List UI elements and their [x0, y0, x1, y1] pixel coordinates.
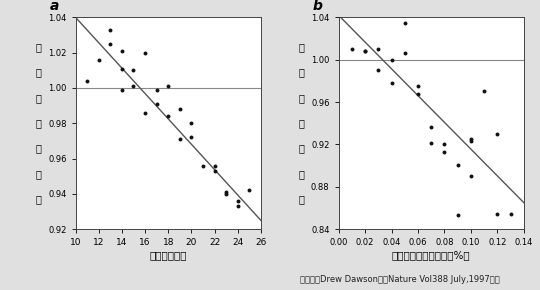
Point	[493, 132, 502, 136]
Point	[493, 212, 502, 217]
Point	[106, 41, 114, 46]
Point	[374, 47, 383, 52]
Point	[361, 49, 369, 54]
Text: マ: マ	[36, 144, 42, 154]
X-axis label: 血中アルコール濃度（%）: 血中アルコール濃度（%）	[392, 250, 470, 260]
Point	[387, 81, 396, 85]
Point	[480, 89, 489, 94]
Point	[414, 91, 422, 96]
Point	[152, 102, 161, 106]
Point	[414, 84, 422, 88]
Point	[387, 57, 396, 62]
Point	[245, 188, 254, 193]
Point	[187, 121, 195, 126]
Point	[187, 135, 195, 140]
Text: マ: マ	[299, 144, 305, 154]
Point	[152, 87, 161, 92]
Point	[106, 28, 114, 32]
Point	[141, 110, 150, 115]
Text: フ: フ	[299, 68, 305, 77]
Text: ン: ン	[299, 169, 305, 179]
Text: ー: ー	[299, 118, 305, 128]
Point	[118, 87, 126, 92]
Point	[176, 137, 184, 142]
Point	[164, 84, 172, 88]
Point	[454, 213, 462, 218]
Point	[440, 150, 449, 154]
Text: パ: パ	[36, 42, 42, 52]
Point	[454, 162, 462, 167]
Point	[427, 141, 436, 146]
Point	[199, 163, 207, 168]
Text: （出典　Drew Dawson　「Nature Vol388 July,1997」）: （出典 Drew Dawson 「Nature Vol388 July,1997…	[300, 275, 500, 284]
Point	[210, 163, 219, 168]
Text: ン: ン	[36, 169, 42, 179]
Point	[440, 142, 449, 147]
Text: フ: フ	[36, 68, 42, 77]
Text: パ: パ	[299, 42, 305, 52]
Point	[427, 125, 436, 130]
Point	[233, 199, 242, 203]
Point	[401, 20, 409, 25]
X-axis label: 連続起床時間: 連続起床時間	[150, 250, 187, 260]
Text: ォ: ォ	[299, 93, 305, 103]
Text: ス: ス	[36, 195, 42, 204]
Point	[374, 68, 383, 73]
Text: ー: ー	[36, 118, 42, 128]
Point	[222, 190, 231, 194]
Point	[401, 51, 409, 56]
Point	[94, 57, 103, 62]
Text: ォ: ォ	[36, 93, 42, 103]
Text: a: a	[50, 0, 59, 13]
Point	[129, 84, 138, 88]
Point	[176, 107, 184, 111]
Text: ス: ス	[299, 195, 305, 204]
Point	[361, 49, 369, 54]
Point	[467, 174, 475, 179]
Point	[467, 139, 475, 144]
Point	[118, 66, 126, 71]
Point	[222, 191, 231, 196]
Point	[118, 49, 126, 53]
Point	[141, 50, 150, 55]
Point	[210, 168, 219, 173]
Point	[348, 47, 356, 52]
Text: b: b	[313, 0, 322, 13]
Point	[129, 68, 138, 73]
Point	[334, 13, 343, 18]
Point	[83, 79, 91, 83]
Point	[507, 212, 515, 217]
Point	[164, 114, 172, 119]
Point	[467, 137, 475, 142]
Point	[233, 204, 242, 209]
